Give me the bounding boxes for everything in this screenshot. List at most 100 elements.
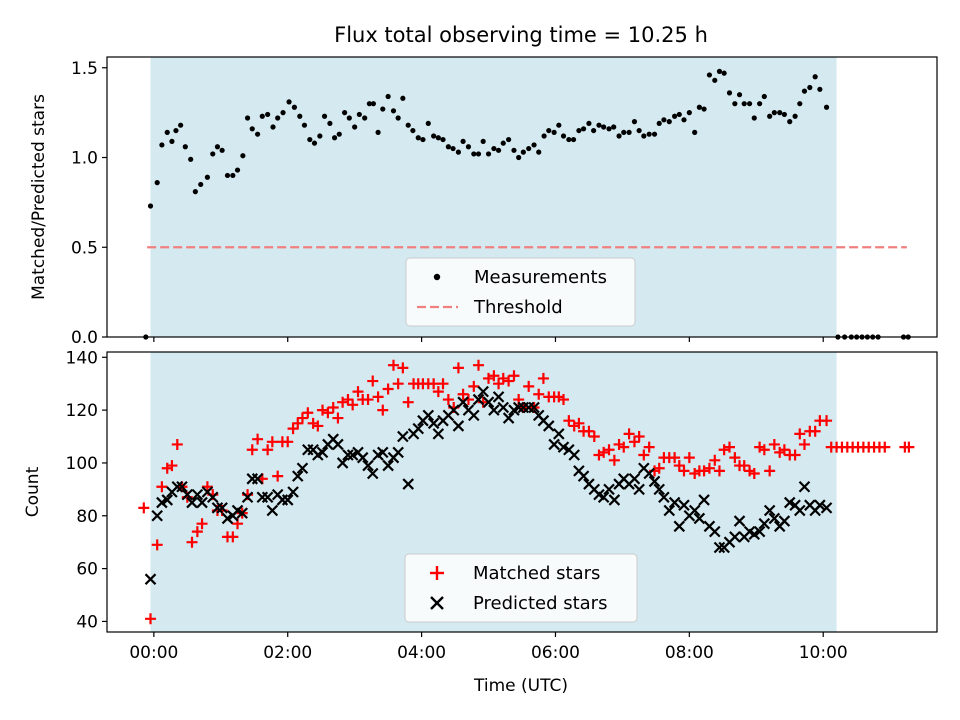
count-y-ticks: 40 60 80 100 120 140 — [66, 348, 107, 632]
predicted-star-point — [366, 467, 379, 480]
matched-star-point — [362, 394, 374, 406]
measurement-point — [761, 93, 767, 100]
measurement-point — [169, 138, 175, 144]
predicted-star-point — [814, 499, 826, 511]
measurement-point — [198, 181, 204, 188]
measurement-point — [495, 147, 502, 153]
predicted-star-point — [402, 478, 414, 490]
predicted-star-point — [492, 391, 505, 403]
measurement-point — [656, 120, 662, 127]
matched-star-point — [382, 383, 394, 395]
predicted-star-point — [191, 488, 204, 501]
ratio-panel: 0.0 0.5 1.0 1.5 Matched/Predicted stars Mea… — [29, 56, 938, 348]
measurement-point — [570, 136, 577, 143]
matched-star-point — [508, 370, 520, 382]
predicted-star-point — [216, 502, 228, 514]
measurement-point — [415, 135, 421, 141]
predicted-star-point — [181, 488, 194, 501]
matched-star-point — [151, 539, 163, 551]
matched-star-point — [171, 438, 183, 450]
measurement-point — [817, 86, 823, 92]
matched-star-point — [678, 465, 690, 477]
measurement-point — [792, 113, 798, 119]
y-tick-label: 0.5 — [71, 238, 98, 258]
measurement-point — [801, 88, 808, 94]
measurement-point — [331, 135, 338, 141]
measurement-point — [812, 74, 818, 80]
measurement-point — [706, 72, 713, 78]
measurement-point — [307, 136, 313, 143]
matched-star-point — [428, 378, 440, 390]
measurement-point — [342, 110, 348, 116]
predicted-star-point — [553, 428, 565, 440]
matched-star-point — [523, 380, 535, 392]
predicted-star-point — [427, 417, 440, 430]
measurement-point — [410, 127, 416, 134]
measurement-point — [192, 189, 198, 195]
measurement-point — [591, 127, 597, 134]
matched-star-point — [387, 359, 399, 371]
measurement-point — [606, 126, 612, 132]
measurement-point — [551, 129, 557, 135]
measurement-point — [526, 145, 532, 152]
predicted-star-point — [412, 422, 425, 435]
predicted-star-point — [266, 504, 279, 517]
matched-star-point — [191, 526, 203, 538]
measurement-point — [286, 99, 292, 105]
measurement-point — [385, 93, 391, 100]
matched-star-point — [302, 407, 314, 419]
measurement-point — [400, 95, 406, 101]
predicted-star-point — [497, 401, 510, 414]
legend-measurements-label: Measurements — [474, 267, 607, 288]
predicted-star-point — [447, 404, 460, 416]
measurement-point — [621, 129, 627, 135]
ratio-legend-box — [405, 257, 636, 327]
count-y-axis-label: Count — [23, 466, 43, 517]
matched-star-point — [488, 370, 500, 382]
measurement-point — [182, 144, 188, 150]
measurement-point — [460, 138, 466, 144]
predicted-star-point — [161, 494, 174, 506]
predicted-star-point — [296, 462, 309, 475]
matched-star-point — [322, 407, 334, 419]
legend-measurements-marker — [433, 273, 441, 281]
predicted-star-point — [668, 496, 681, 509]
measurement-point — [370, 101, 377, 107]
matched-star-point — [573, 417, 585, 429]
measurement-point — [807, 84, 813, 91]
measurement-point — [651, 131, 658, 137]
predicted-star-point — [236, 507, 248, 519]
predicted-star-point — [206, 491, 219, 504]
predicted-star-point — [733, 515, 746, 527]
ratio-legend: Measurements Threshold — [405, 257, 636, 327]
predicted-star-point — [658, 491, 670, 504]
y-tick-label: 100 — [66, 454, 98, 474]
predicted-star-point — [708, 525, 721, 538]
measurement-point — [280, 110, 286, 116]
measurement-point — [440, 136, 446, 143]
matched-star-point — [738, 460, 750, 472]
y-tick-label: 0.0 — [71, 328, 98, 348]
measurement-point — [601, 124, 607, 130]
measurement-point — [420, 136, 426, 143]
measurement-point — [475, 151, 482, 157]
measurement-point — [259, 113, 265, 119]
chart-title: Flux total observing time = 10.25 h — [334, 23, 708, 47]
matched-star-point — [332, 412, 344, 424]
measurement-point — [732, 101, 738, 107]
measurement-point — [631, 119, 638, 125]
matched-star-point — [196, 518, 208, 530]
measurement-point — [566, 136, 572, 143]
measurement-point — [311, 140, 318, 146]
matched-star-point — [798, 438, 810, 450]
predicted-star-point — [729, 531, 741, 543]
measurement-point — [173, 127, 179, 134]
measurement-point — [511, 147, 517, 153]
predicted-star-point — [241, 491, 254, 504]
count-panel: 40 60 80 100 120 140 00:00 02:00 04:00 06:00 08:0… — [23, 348, 938, 663]
matched-star-point — [903, 441, 915, 453]
measurement-point — [154, 180, 160, 186]
matched-star-point — [653, 462, 665, 474]
x-tick-label: 02:00 — [263, 643, 312, 663]
